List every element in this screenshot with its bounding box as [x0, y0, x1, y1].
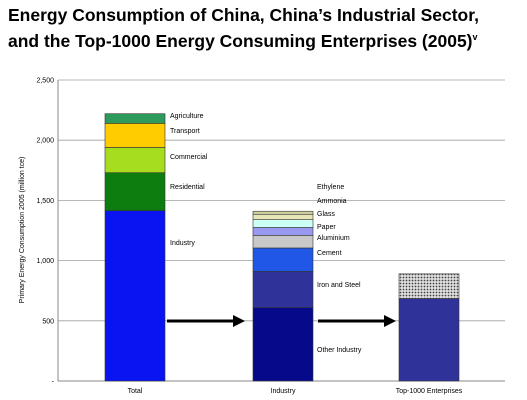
segment-label: Cement [317, 250, 342, 257]
title-line-1: Energy Consumption of China, China’s Ind… [8, 5, 479, 25]
arrows [167, 315, 396, 327]
bar-segment [252, 210, 314, 215]
segment-label: Other Industry [317, 347, 362, 354]
segment-label: Transport [170, 128, 200, 135]
bar-segment [252, 307, 314, 382]
y-tick-label: 1,000 [36, 258, 54, 265]
segment-label: Residential [170, 184, 205, 191]
x-tick-label: Top-1000 Enterprises [396, 388, 463, 395]
bar-segment [252, 247, 314, 272]
y-tick-labels: - 500 1,000 1,500 2,000 2,500 [36, 78, 54, 386]
segment-label: Glass [317, 211, 335, 218]
x-tick-label: Total [128, 388, 143, 395]
title-superscript: v [472, 32, 478, 42]
bar-segment [252, 213, 314, 220]
bar-segment [104, 123, 166, 148]
arrow-head-1 [233, 315, 245, 327]
segment-label: Paper [317, 224, 336, 231]
bar-segment [252, 271, 314, 308]
x-tick-labels: Total Industry Top-1000 Enterprises [128, 388, 463, 395]
y-axis-label: Primary Energy Consumption 2005 (million… [19, 157, 26, 304]
segment-label: Industry [170, 240, 195, 247]
segment-labels: Industry Residential Commercial Transport Ag… [170, 113, 362, 354]
y-tick-label: - [52, 379, 55, 386]
bar-segment [104, 210, 166, 382]
bar-segment [104, 147, 166, 174]
segment-label: Ethylene [317, 184, 344, 191]
segment-label: Iron and Steel [317, 282, 361, 289]
bars [104, 113, 460, 382]
x-tick-label: Industry [271, 388, 296, 395]
segment-label: Ammonia [317, 198, 347, 205]
bar-segment [104, 113, 166, 124]
bar-segment [398, 273, 460, 299]
segment-label: Agriculture [170, 113, 204, 120]
bar-segment [252, 235, 314, 249]
arrow-head-2 [384, 315, 396, 327]
bar-segment [252, 219, 314, 228]
bar-segment [398, 298, 460, 382]
y-tick-label: 2,500 [36, 78, 54, 85]
y-tick-label: 500 [42, 318, 54, 325]
segment-label: Commercial [170, 154, 208, 161]
segment-label: Aluminium [317, 235, 350, 242]
y-tick-label: 2,000 [36, 138, 54, 145]
chart-title: Energy Consumption of China, China’s Ind… [8, 4, 523, 52]
title-line-2-text: and the Top-1000 Energy Consuming Enterp… [8, 30, 473, 51]
y-tick-label: 1,500 [36, 198, 54, 205]
title-line-2: and the Top-1000 Energy Consuming Enterp… [8, 26, 523, 52]
bar-segment [104, 172, 166, 211]
bar-segment [252, 227, 314, 236]
